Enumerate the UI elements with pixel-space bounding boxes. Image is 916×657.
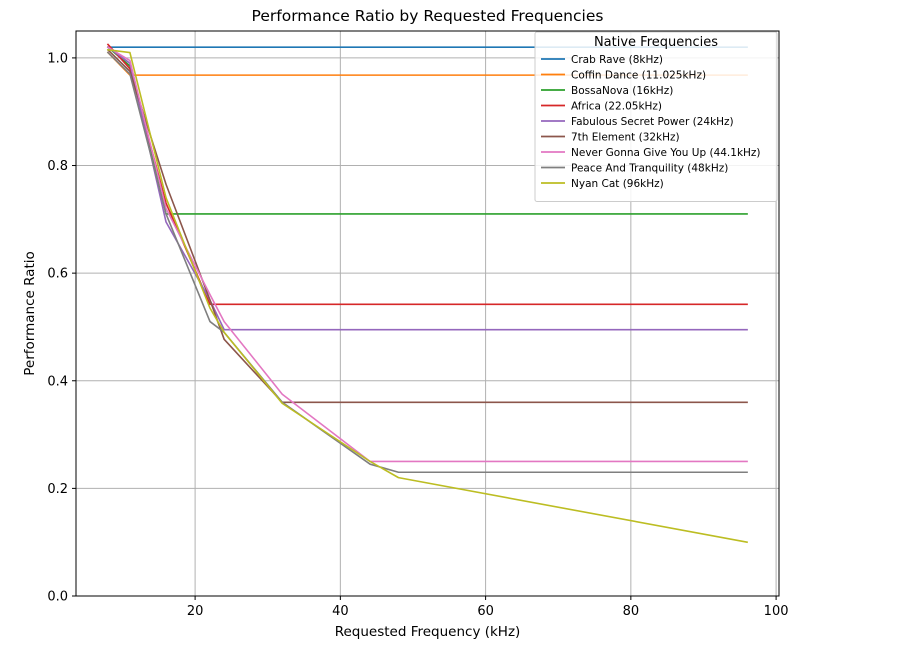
y-tick-label: 0.8 (47, 159, 68, 174)
legend-label-7: Never Gonna Give You Up (44.1kHz) (571, 147, 761, 159)
legend-label-8: Peace And Tranquility (48kHz) (571, 163, 728, 175)
x-tick-label: 20 (187, 604, 204, 619)
x-tick-label: 60 (477, 604, 494, 619)
y-axis-title: Performance Ratio (22, 251, 38, 376)
x-tick-label: 80 (623, 604, 640, 619)
legend-label-4: Africa (22.05kHz) (571, 101, 662, 113)
y-tick-label: 0.0 (47, 590, 68, 605)
legend-box (534, 31, 778, 202)
y-tick-label: 0.6 (47, 267, 68, 282)
series-line-5 (106, 46, 748, 331)
series-line-2 (106, 51, 748, 76)
y-axis: 0.0 0.2 0.4 0.6 0.8 1.0 (47, 51, 76, 605)
legend-label-6: 7th Element (32kHz) (571, 132, 680, 144)
legend-label-9: Nyan Cat (96kHz) (571, 178, 664, 190)
x-tick-label: 40 (332, 604, 349, 619)
series-lines (106, 43, 748, 544)
x-axis: 20 40 60 80 100 (187, 596, 789, 619)
x-tick-label: 100 (764, 604, 789, 619)
legend-label-5: Fabulous Secret Power (24kHz) (571, 116, 734, 128)
legend-items: Crab Rave (8kHz) Coffin Dance (11.025kHz)… (541, 54, 761, 190)
plot-frame (75, 30, 780, 597)
legend-label-1: Crab Rave (8kHz) (571, 54, 663, 66)
series-line-7 (106, 46, 748, 463)
x-axis-title: Requested Frequency (kHz) (335, 624, 521, 640)
series-line-9 (107, 48, 748, 544)
legend: Native Frequencies Crab Rave (8kHz) Coffi… (534, 31, 778, 202)
legend-title: Native Frequencies (594, 35, 718, 50)
y-tick-label: 0.4 (47, 374, 68, 389)
legend-label-3: BossaNova (16kHz) (571, 85, 673, 97)
chart-title: Performance Ratio by Requested Frequenci… (252, 7, 604, 25)
y-tick-label: 1.0 (47, 51, 68, 66)
y-tick-label: 0.2 (47, 482, 68, 497)
legend-label-2: Coffin Dance (11.025kHz) (571, 70, 706, 82)
